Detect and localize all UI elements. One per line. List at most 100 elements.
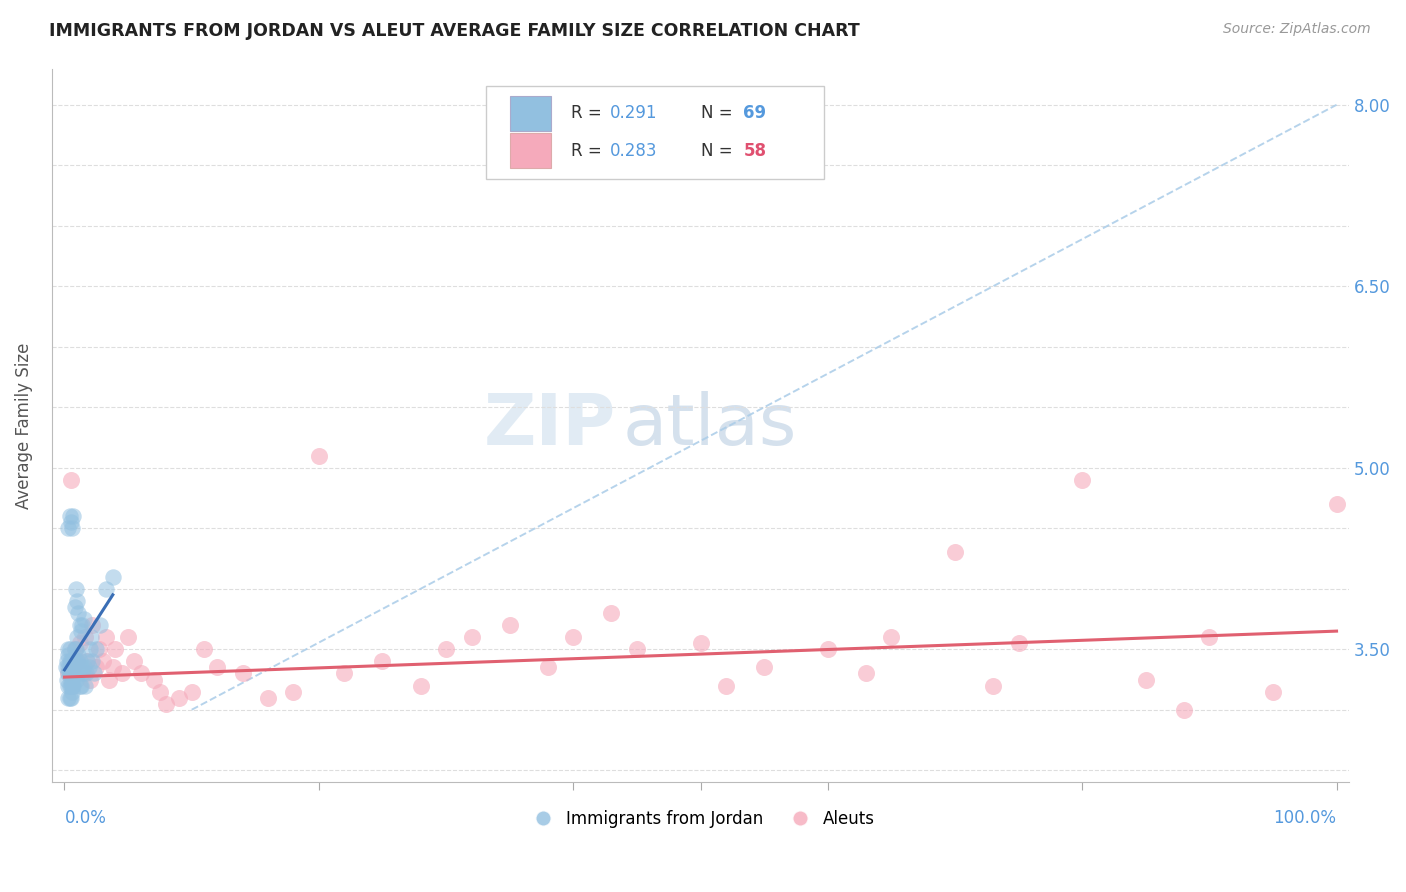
Point bbox=[855, 666, 877, 681]
Point bbox=[409, 679, 432, 693]
Point bbox=[62, 666, 84, 681]
Point bbox=[70, 660, 93, 674]
Point bbox=[89, 618, 111, 632]
Text: Source: ZipAtlas.com: Source: ZipAtlas.com bbox=[1223, 22, 1371, 37]
Point bbox=[62, 679, 84, 693]
Text: 0.283: 0.283 bbox=[610, 142, 657, 160]
Text: 100.0%: 100.0% bbox=[1274, 809, 1337, 827]
Point bbox=[193, 642, 215, 657]
Point bbox=[283, 684, 305, 698]
Text: 0.0%: 0.0% bbox=[65, 809, 107, 827]
Point bbox=[155, 697, 177, 711]
Y-axis label: Average Family Size: Average Family Size bbox=[15, 343, 32, 508]
Text: N =: N = bbox=[700, 142, 737, 160]
Point bbox=[149, 684, 172, 698]
Point bbox=[308, 449, 330, 463]
Point bbox=[83, 666, 105, 681]
Point bbox=[232, 666, 254, 681]
Point bbox=[58, 679, 80, 693]
Point bbox=[460, 630, 482, 644]
Text: N =: N = bbox=[700, 104, 737, 122]
Point bbox=[58, 642, 80, 657]
Point bbox=[880, 630, 903, 644]
Point bbox=[70, 624, 93, 639]
Point bbox=[70, 679, 93, 693]
Point bbox=[79, 673, 101, 687]
Point bbox=[77, 660, 100, 674]
Point bbox=[72, 660, 94, 674]
Point bbox=[72, 618, 94, 632]
Point bbox=[58, 666, 80, 681]
Point bbox=[60, 684, 83, 698]
Point bbox=[72, 612, 94, 626]
Point bbox=[65, 582, 87, 596]
Point bbox=[96, 582, 118, 596]
Point bbox=[58, 521, 80, 535]
Point bbox=[59, 654, 82, 668]
Point bbox=[371, 654, 394, 668]
Text: atlas: atlas bbox=[623, 391, 797, 460]
Point bbox=[59, 673, 82, 687]
Point bbox=[58, 690, 80, 705]
Point bbox=[76, 654, 98, 668]
Point bbox=[167, 690, 190, 705]
Point bbox=[537, 660, 560, 674]
Point bbox=[60, 654, 83, 668]
Point bbox=[58, 679, 80, 693]
Bar bbox=[510, 96, 551, 130]
Point bbox=[59, 679, 82, 693]
Text: R =: R = bbox=[571, 104, 607, 122]
Point bbox=[63, 654, 86, 668]
Point bbox=[58, 642, 80, 657]
Point bbox=[91, 654, 114, 668]
Point bbox=[117, 630, 139, 644]
Text: 69: 69 bbox=[744, 104, 766, 122]
Point bbox=[62, 509, 84, 524]
Point bbox=[58, 660, 80, 674]
Point bbox=[257, 690, 280, 705]
Point bbox=[104, 642, 127, 657]
Point bbox=[205, 660, 228, 674]
Point bbox=[69, 654, 91, 668]
Point bbox=[56, 673, 79, 687]
Point bbox=[752, 660, 775, 674]
Point bbox=[73, 630, 96, 644]
Text: 0.291: 0.291 bbox=[610, 104, 657, 122]
Point bbox=[59, 690, 82, 705]
Text: R =: R = bbox=[571, 142, 607, 160]
Point bbox=[79, 642, 101, 657]
Point bbox=[65, 673, 87, 687]
Point bbox=[333, 666, 356, 681]
Point bbox=[63, 666, 86, 681]
Point bbox=[59, 666, 82, 681]
Point bbox=[72, 666, 94, 681]
Point bbox=[142, 673, 165, 687]
Point bbox=[65, 642, 87, 657]
Point bbox=[562, 630, 585, 644]
Point bbox=[124, 654, 146, 668]
Point bbox=[69, 636, 91, 650]
Point bbox=[66, 654, 89, 668]
Text: ZIP: ZIP bbox=[484, 391, 616, 460]
Point bbox=[434, 642, 457, 657]
Point bbox=[73, 679, 96, 693]
Point bbox=[111, 666, 134, 681]
Point bbox=[62, 654, 84, 668]
Point bbox=[82, 654, 104, 668]
Point bbox=[817, 642, 839, 657]
Point bbox=[1198, 630, 1220, 644]
Point bbox=[58, 648, 80, 663]
Bar bbox=[510, 134, 551, 168]
Point bbox=[63, 642, 86, 657]
Point bbox=[1071, 473, 1094, 487]
Point bbox=[626, 642, 648, 657]
Point bbox=[84, 642, 107, 657]
Point bbox=[129, 666, 152, 681]
Point bbox=[1261, 684, 1284, 698]
Point bbox=[69, 679, 91, 693]
Point bbox=[67, 666, 90, 681]
Point bbox=[66, 630, 89, 644]
Point bbox=[55, 660, 77, 674]
Point bbox=[689, 636, 711, 650]
Point bbox=[60, 666, 83, 681]
